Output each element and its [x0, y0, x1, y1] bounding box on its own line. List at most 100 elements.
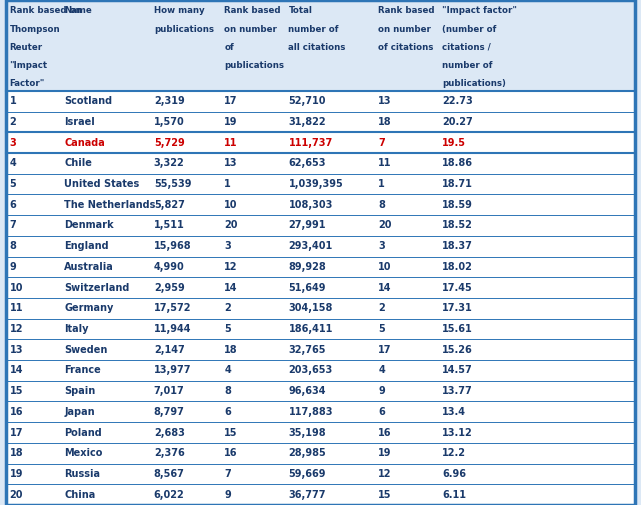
Text: Italy: Italy — [64, 324, 88, 334]
Text: 11: 11 — [10, 304, 23, 313]
Text: 9: 9 — [224, 490, 231, 499]
Text: 10: 10 — [378, 262, 392, 272]
Text: Switzerland: Switzerland — [64, 283, 129, 292]
Text: 3,322: 3,322 — [154, 159, 185, 168]
Text: 7,017: 7,017 — [154, 386, 185, 396]
Text: 6: 6 — [224, 407, 231, 417]
Text: Rank based: Rank based — [224, 7, 281, 16]
Text: 2,319: 2,319 — [154, 96, 185, 106]
Text: 6: 6 — [10, 200, 17, 210]
Text: citations /: citations / — [442, 43, 491, 52]
Text: 2,683: 2,683 — [154, 428, 185, 437]
Text: France: France — [64, 366, 101, 375]
Text: 304,158: 304,158 — [288, 304, 333, 313]
Text: Sweden: Sweden — [64, 345, 108, 355]
Text: 15: 15 — [224, 428, 238, 437]
Text: Spain: Spain — [64, 386, 96, 396]
Text: 31,822: 31,822 — [288, 117, 326, 127]
Text: 8,797: 8,797 — [154, 407, 185, 417]
Text: 89,928: 89,928 — [288, 262, 326, 272]
Text: 2: 2 — [378, 304, 385, 313]
Text: 13: 13 — [224, 159, 238, 168]
Text: United States: United States — [64, 179, 139, 189]
Text: 13,977: 13,977 — [154, 366, 192, 375]
Text: of citations: of citations — [378, 43, 433, 52]
Text: 17.45: 17.45 — [442, 283, 473, 292]
Text: 18: 18 — [224, 345, 238, 355]
Text: 3: 3 — [378, 241, 385, 251]
Text: 18: 18 — [10, 448, 23, 458]
Text: Scotland: Scotland — [64, 96, 112, 106]
Text: 14: 14 — [10, 366, 23, 375]
Text: publications): publications) — [442, 79, 506, 88]
Text: 117,883: 117,883 — [288, 407, 333, 417]
Text: 3: 3 — [224, 241, 231, 251]
Text: 12.2: 12.2 — [442, 448, 466, 458]
Text: 14.57: 14.57 — [442, 366, 473, 375]
Text: 59,669: 59,669 — [288, 469, 326, 479]
Text: 2,376: 2,376 — [154, 448, 185, 458]
Text: Thompson: Thompson — [10, 25, 60, 34]
Text: 13: 13 — [10, 345, 23, 355]
Text: 17: 17 — [224, 96, 238, 106]
Text: Russia: Russia — [64, 469, 100, 479]
Text: Canada: Canada — [64, 138, 105, 147]
Text: Factor": Factor" — [10, 79, 45, 88]
Text: publications: publications — [224, 61, 285, 70]
Text: 52,710: 52,710 — [288, 96, 326, 106]
Bar — [6, 0, 635, 91]
Text: 203,653: 203,653 — [288, 366, 333, 375]
Text: 2,959: 2,959 — [154, 283, 185, 292]
Text: 22.73: 22.73 — [442, 96, 473, 106]
Text: 15,968: 15,968 — [154, 241, 192, 251]
Text: 4,990: 4,990 — [154, 262, 185, 272]
Text: 18.02: 18.02 — [442, 262, 473, 272]
Text: 1,570: 1,570 — [154, 117, 185, 127]
Text: 12: 12 — [378, 469, 392, 479]
Text: 5: 5 — [10, 179, 17, 189]
Text: Reuter: Reuter — [10, 43, 43, 52]
Text: 2: 2 — [10, 117, 17, 127]
Text: 6.11: 6.11 — [442, 490, 466, 499]
Text: 55,539: 55,539 — [154, 179, 192, 189]
Text: on number: on number — [224, 25, 277, 34]
Text: China: China — [64, 490, 96, 499]
Text: 8,567: 8,567 — [154, 469, 185, 479]
Text: 16: 16 — [224, 448, 238, 458]
Text: publications: publications — [154, 25, 214, 34]
Text: "Impact factor": "Impact factor" — [442, 7, 517, 16]
Text: 10: 10 — [224, 200, 238, 210]
Text: 17,572: 17,572 — [154, 304, 192, 313]
Text: England: England — [64, 241, 109, 251]
Text: 186,411: 186,411 — [288, 324, 333, 334]
Text: 5,729: 5,729 — [154, 138, 185, 147]
Text: on number: on number — [378, 25, 431, 34]
Text: 14: 14 — [224, 283, 238, 292]
Text: Israel: Israel — [64, 117, 95, 127]
Text: 20: 20 — [224, 221, 238, 230]
Text: Chile: Chile — [64, 159, 92, 168]
Text: 19: 19 — [224, 117, 238, 127]
Text: 19.5: 19.5 — [442, 138, 466, 147]
Text: Germany: Germany — [64, 304, 113, 313]
Text: 293,401: 293,401 — [288, 241, 333, 251]
Text: 8: 8 — [378, 200, 385, 210]
Text: 9: 9 — [10, 262, 17, 272]
Text: Total: Total — [288, 7, 312, 16]
Text: "Impact: "Impact — [10, 61, 47, 70]
Text: 20: 20 — [378, 221, 392, 230]
Text: 15.61: 15.61 — [442, 324, 473, 334]
Text: 18.37: 18.37 — [442, 241, 473, 251]
Text: 5: 5 — [378, 324, 385, 334]
Text: 1: 1 — [10, 96, 17, 106]
Text: 18.71: 18.71 — [442, 179, 473, 189]
Text: 32,765: 32,765 — [288, 345, 326, 355]
Text: 18.86: 18.86 — [442, 159, 473, 168]
Text: Rank based: Rank based — [378, 7, 435, 16]
Text: 111,737: 111,737 — [288, 138, 333, 147]
Text: Japan: Japan — [64, 407, 95, 417]
Text: 108,303: 108,303 — [288, 200, 333, 210]
Text: Rank based on: Rank based on — [10, 7, 81, 16]
Text: 7: 7 — [10, 221, 17, 230]
Text: 8: 8 — [10, 241, 17, 251]
